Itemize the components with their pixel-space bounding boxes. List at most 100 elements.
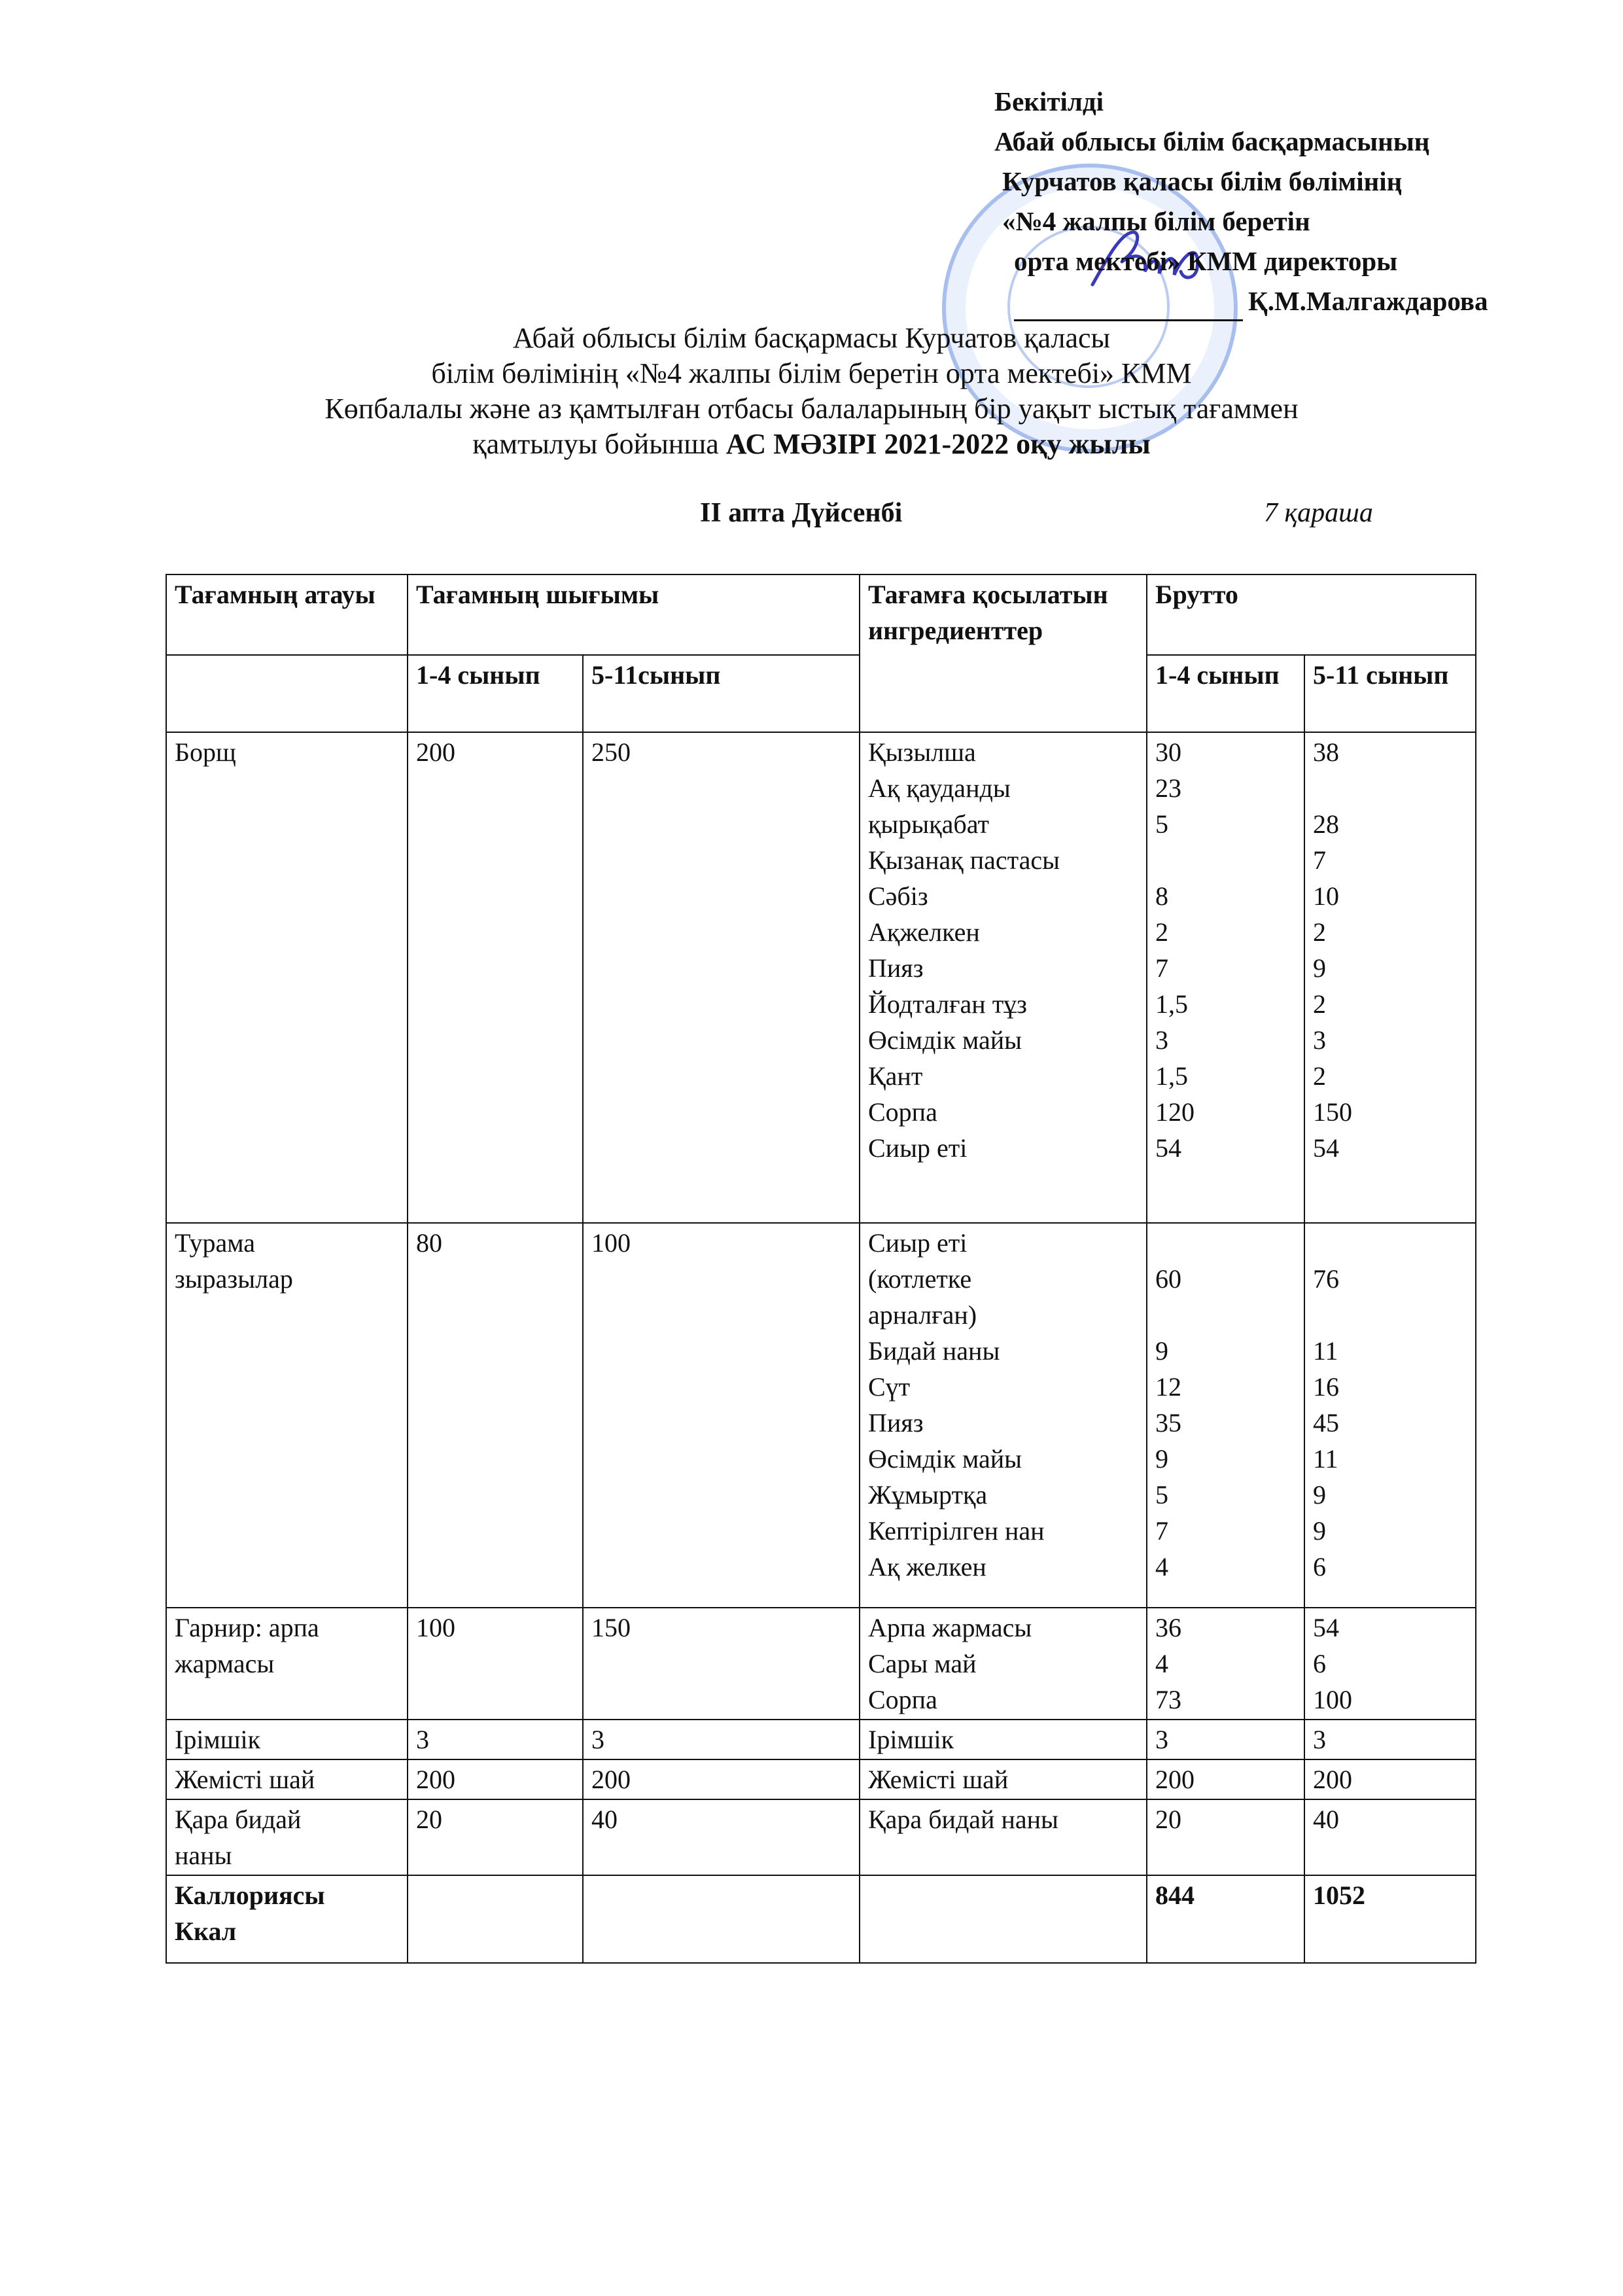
table-row: Борщ 200 250 Қызылша Ақ қауданды қырықабат Қыз… [166,732,1476,1224]
output-5-11: 3 [582,1719,860,1760]
dish-name: Қара бидай наны [166,1799,408,1876]
total-label-line: Ккал [175,1916,237,1946]
dish-name: Турама зыразылар [166,1222,408,1608]
header-dish-name: Тағамның атауы [166,574,408,656]
empty-3 [859,1875,1147,1964]
ingredients-line: Ақ қауданды [868,773,1011,803]
brutto-5-11: 38 28 7 10 2 9 2 3 2 150 54 [1304,732,1476,1224]
signature-line [1014,319,1243,321]
brutto-1-4-line: 54 [1155,1133,1181,1163]
brutto-1-4-line: 3 [1155,1025,1168,1055]
brutto-1-4-line [1155,1297,1296,1333]
ingredients-line: қырықабат [868,809,989,839]
brutto-5-11-line: 9 [1313,1516,1326,1545]
brutto-1-4-line: 8 [1155,881,1168,911]
dish-name-line: зыразылар [175,1264,293,1294]
header-brutto-5-11: 5-11 сынып [1304,654,1476,733]
output-5-11-line: 3 [591,1725,604,1754]
brutto-5-11-line: 200 [1313,1765,1352,1794]
ingredients-line: Жұмыртқа [868,1480,988,1510]
brutto-5-11-line: 45 [1313,1408,1339,1438]
ingredients-line: Ақжелкен [868,917,980,947]
brutto-1-4-line: 9 [1155,1444,1168,1474]
title-line: Абай облысы білім басқармасы Курчатов қа… [512,322,1111,354]
brutto-1-4: 3 [1146,1719,1305,1760]
output-1-4: 200 [407,732,584,1224]
ingredients-line: Сүт [868,1372,911,1402]
dish-name-line: Қара бидай [175,1805,302,1834]
brutto-1-4: 36 4 73 [1146,1607,1305,1720]
brutto-5-11-line: 40 [1313,1805,1339,1834]
brutto-1-4: 200 [1146,1759,1305,1800]
ingredients-line: Қызанақ пастасы [868,845,1060,875]
brutto-1-4-line: 73 [1155,1685,1181,1714]
brutto-5-11-line: 10 [1313,881,1339,911]
brutto-5-11-line [1313,1225,1467,1261]
brutto-1-4-line [1155,842,1296,878]
approval-line: Абай облысы білім басқармасының [994,126,1430,156]
table-row: Гарнир: арпа жармасы 100 150 Арпа жармасы Сар… [166,1607,1476,1720]
table-row: Жемісті шай 200 200 Жемісті шай 200 200 [166,1759,1476,1800]
output-1-4-line: 200 [416,1765,455,1794]
ingredients-line: Ақ желкен [868,1552,986,1581]
header-empty [166,654,408,733]
brutto-5-11-line: 2 [1313,989,1326,1019]
brutto-1-4-line: 7 [1155,1516,1168,1545]
ingredients-line: Арпа жармасы [868,1613,1032,1642]
brutto-1-4-line: 4 [1155,1552,1168,1581]
brutto-5-11-line [1313,1297,1467,1333]
brutto-1-4: 30 23 5 8 2 7 1,5 3 1,5 120 54 [1146,732,1305,1224]
header-output: Тағамның шығымы [407,574,860,656]
week-day: ІІ апта Дүйсенбі [700,498,903,528]
ingredients-line: Өсімдік майы [868,1444,1022,1474]
document-title: Абай облысы білім басқармасы Курчатов қа… [0,321,1623,462]
output-1-4-line: 3 [416,1725,429,1754]
header-output-1-4: 1-4 сынып [407,654,584,733]
brutto-5-11: 3 [1304,1719,1476,1760]
signatory-name: Қ.М.Малгаждарова [1248,286,1488,316]
title-line: қамтылуы бойынша [472,428,726,460]
brutto-1-4-line: 30 [1155,737,1181,767]
ingredients-line: Сорпа [868,1685,937,1714]
brutto-5-11-line: 6 [1313,1552,1326,1581]
brutto-1-4-line: 20 [1155,1805,1181,1834]
ingredients-line: Кептірілген нан [868,1516,1045,1545]
dish-name-line: Ірімшік [175,1725,261,1754]
brutto-5-11-line: 3 [1313,1025,1326,1055]
brutto-5-11-line: 2 [1313,1061,1326,1091]
brutto-1-4-line: 2 [1155,917,1168,947]
brutto-1-4-line: 120 [1155,1097,1195,1127]
empty-1 [407,1875,584,1964]
brutto-5-11-line: 7 [1313,845,1326,875]
output-1-4-line: 20 [416,1805,442,1834]
ingredients-line: Қант [868,1061,923,1091]
brutto-5-11: 54 6 100 [1304,1607,1476,1720]
total-label-line: Каллориясы [175,1881,325,1910]
dish-name: Гарнир: арпа жармасы [166,1607,408,1720]
brutto-5-11-line [1313,770,1467,806]
ingredients: Ірімшік [859,1719,1147,1760]
header-brutto-1-4: 1-4 сынып [1146,654,1305,733]
brutto-1-4-line: 36 [1155,1613,1181,1642]
output-1-4: 80 [407,1222,584,1608]
total-1-4-line: 844 [1155,1881,1195,1910]
empty-2 [582,1875,860,1964]
brutto-1-4-line: 1,5 [1155,1061,1188,1091]
brutto-1-4: 60 9 12 35 9 5 7 4 [1146,1222,1305,1608]
brutto-1-4-line: 200 [1155,1765,1195,1794]
total-1-4: 844 [1146,1875,1305,1964]
dish-name-line: Жемісті шай [175,1765,315,1794]
dish-name-line: жармасы [175,1649,275,1678]
ingredients-line: Бидай наны [868,1336,1000,1366]
brutto-5-11-line: 28 [1313,809,1339,839]
dish-name-line: Борщ [175,737,236,767]
output-5-11: 200 [582,1759,860,1800]
ingredients-line: Жемісті шай [868,1765,1009,1794]
brutto-5-11-line: 9 [1313,1480,1326,1510]
brutto-5-11-line: 6 [1313,1649,1326,1678]
ingredients-line: Сорпа [868,1097,937,1127]
output-5-11: 250 [582,732,860,1224]
output-5-11-line: 250 [591,737,631,767]
brutto-5-11: 76 11 16 45 11 9 9 6 [1304,1222,1476,1608]
brutto-5-11-line: 38 [1313,737,1339,767]
